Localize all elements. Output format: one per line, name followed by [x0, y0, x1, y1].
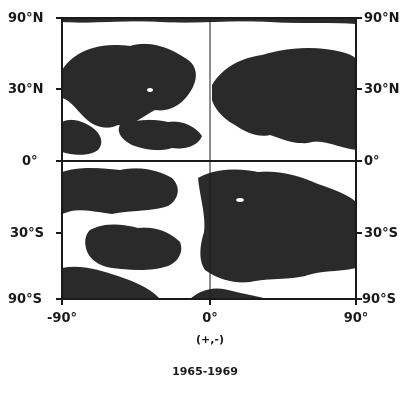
- region-south-bottom: [62, 266, 160, 299]
- lat-label-left-90s: 90°S: [8, 292, 42, 307]
- region-north-right: [212, 47, 356, 150]
- region-south-left-upper: [62, 168, 178, 214]
- lat-label-left-30n: 30°N: [8, 82, 44, 97]
- period-label: 1965-1969: [172, 365, 238, 378]
- lon-label-90: 90°: [343, 311, 369, 326]
- lat-ticks: [56, 17, 362, 300]
- region-holes: [147, 88, 306, 202]
- lon-ticks: [61, 299, 357, 305]
- sign-label: (+,-): [195, 333, 225, 346]
- lat-label-right-0: 0°: [364, 154, 380, 169]
- region-north-left: [62, 43, 196, 128]
- lat-label-right-90s: 90°S: [362, 292, 396, 307]
- lat-label-right-30s: 30°S: [364, 226, 398, 241]
- shaded-regions: [62, 18, 356, 299]
- lat-label-left-90n: 90°N: [8, 11, 44, 26]
- region-north-mid: [118, 119, 202, 151]
- region-south-bottom-right: [190, 288, 268, 299]
- lon-label-0: 0°: [202, 311, 218, 326]
- region-near-equator-left: [62, 119, 102, 155]
- region-south-right: [198, 169, 356, 283]
- lat-label-left-0: 0°: [22, 154, 38, 169]
- lat-label-right-30n: 30°N: [364, 82, 400, 97]
- lat-label-left-30s: 30°S: [10, 226, 44, 241]
- lat-label-right-90n: 90°N: [364, 11, 400, 26]
- region-top-strip: [62, 18, 356, 24]
- region-south-left-lower: [85, 224, 182, 270]
- lon-label-minus-90: -90°: [47, 311, 77, 326]
